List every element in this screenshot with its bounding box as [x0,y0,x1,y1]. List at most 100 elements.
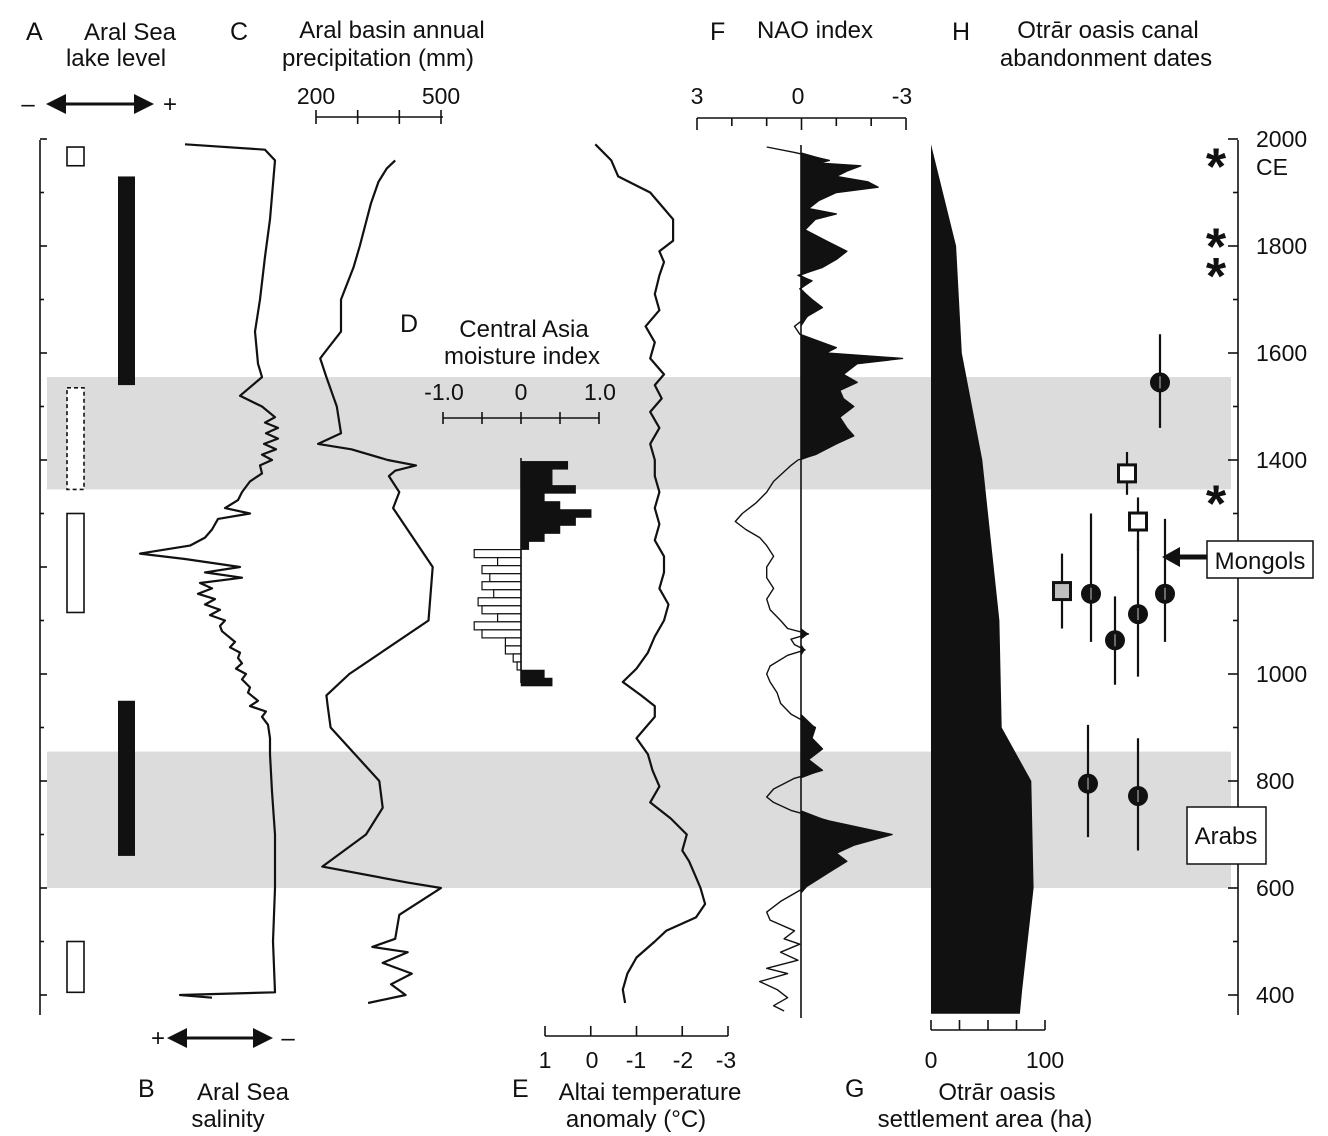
panel-b-title-line2: salinity [191,1106,264,1133]
moisture-bar-1345 [520,485,576,494]
moisture-bar-1150 [493,589,522,599]
moisture-bar-1360 [520,477,553,486]
moisture-bar-1030 [512,653,522,663]
panel-h-asterisks: **** [1206,138,1227,533]
panel-c-ticks [315,110,442,124]
moisture-bar-1120 [481,605,522,615]
panel-e-title-line1: Altai temperature [559,1079,742,1106]
panel-d: D Central Asia moisture index -1.0 0 1.0 [400,310,616,687]
panel-a-arrow [46,94,154,114]
lake-level-box-3 [66,940,85,994]
panel-c-letter: C [230,18,248,46]
right-tick-label-1000: 1000 [1256,661,1307,687]
moisture-bar-1105 [497,613,522,623]
panel-e-tick-0: 0 [586,1047,599,1073]
panel-h-letter: H [952,18,970,46]
panel-c-tick-500: 500 [422,83,460,109]
panel-f-nao-line [734,146,904,1012]
panel-a: A Aral Sea lake level – + [21,18,177,1015]
asterisk-2: * [1206,248,1227,306]
panel-d-bars [473,461,592,687]
moisture-bar-1315 [520,501,561,510]
panel-e-title-line2: anomaly (°C) [566,1106,706,1133]
lake-level-bar-0 [118,176,135,386]
events: Mongols Arabs [1162,540,1314,865]
right-tick-label-1400: 1400 [1256,447,1307,473]
moisture-bar-1240 [520,541,530,550]
moisture-bar-1210 [497,557,522,567]
panel-h-dates [1052,334,1175,851]
moisture-bar-1090 [473,621,522,631]
lake-level-box-1 [66,386,85,491]
moisture-bar-1060 [504,637,522,647]
moisture-bar-1390 [520,461,569,470]
moisture-bar-1075 [481,629,522,639]
mongols-box [1206,540,1314,579]
date-marker-2 [1128,511,1148,532]
panel-d-tick-minus1: -1.0 [424,379,464,405]
asterisk-3: * [1206,475,1227,533]
left-time-ticks [40,138,47,996]
right-tick-label-1800: 1800 [1256,233,1307,259]
panel-h-title-line1: Otrār oasis canal [1017,17,1198,44]
panel-g-title-line2: settlement area (ha) [878,1106,1093,1133]
moisture-bar-1180 [489,573,522,583]
moisture-bar-1195 [481,565,522,575]
moisture-bar-985 [520,677,553,687]
panel-c-tick-200: 200 [297,83,335,109]
shaded-period-0 [47,751,1231,888]
right-tick-label-600: 600 [1256,875,1294,901]
moisture-bar-1285 [520,517,576,526]
lake-level-box-0 [66,146,85,167]
panel-a-bars [66,146,135,994]
moisture-bar-1135 [477,597,522,607]
moisture-bar-1225 [473,549,522,559]
panel-d-tick-0: 0 [515,379,528,405]
panel-f-negative-fill [801,147,903,1011]
panel-g-ticks [930,1020,1046,1030]
panel-g-tick-100: 100 [1026,1047,1064,1073]
panel-d-ticks [442,412,600,424]
panel-d-letter: D [400,310,418,338]
panel-f-tick-3: 3 [691,83,704,109]
panel-a-title-line2: lake level [66,45,166,72]
panel-f-title: NAO index [757,17,873,44]
panel-g-title-line1: Otrār oasis [938,1079,1055,1106]
panel-c-title-line1: Aral basin annual [299,17,484,44]
moisture-bar-1330 [520,493,545,502]
panel-h: H Otrār oasis canal abandonment dates **… [952,17,1227,851]
arabs-label: Arabs [1195,823,1258,850]
panel-g-letter: G [845,1075,864,1103]
panel-e-tick-minus1: -1 [626,1047,646,1073]
arabs-box [1186,806,1267,865]
panel-e-tick-1: 1 [539,1047,552,1073]
panel-b-minus: – [281,1025,295,1052]
shaded-period-1 [47,377,1231,490]
right-tick-label-400: 400 [1256,982,1294,1008]
panel-f-tick-minus3: -3 [892,83,912,109]
panel-e-tick-minus3: -3 [716,1047,736,1073]
panel-d-tick-1: 1.0 [584,379,616,405]
moisture-bar-1165 [481,581,522,591]
panel-a-title-line1: Aral Sea [84,19,177,46]
panel-f: F NAO index 3 0 -3 [691,17,912,1018]
panel-g-settlement-area [931,144,1034,1014]
panel-c: C Aral basin annual precipitation (mm) 2… [230,17,485,1005]
panel-a-minus: – [21,91,35,118]
panel-e-tick-minus2: -2 [673,1047,693,1073]
panel-d-title-line2: moisture index [444,343,600,370]
shaded-periods [47,377,1231,888]
panel-b-arrow [167,1028,273,1048]
panel-e: 1 0 -1 -2 -3 E Altai temperature anomaly… [512,143,742,1133]
panel-f-tick-0: 0 [792,83,805,109]
panel-b-salinity-line [138,143,280,999]
right-tick-label-800: 800 [1256,768,1294,794]
panel-f-letter: F [710,18,725,46]
asterisk-1: * [1206,219,1227,277]
date-marker-3 [1052,581,1072,602]
panel-c-precipitation-line [317,159,443,1005]
mongols-label: Mongols [1215,548,1306,575]
moisture-bar-1000 [520,669,545,679]
moisture-bar-1270 [520,525,561,534]
